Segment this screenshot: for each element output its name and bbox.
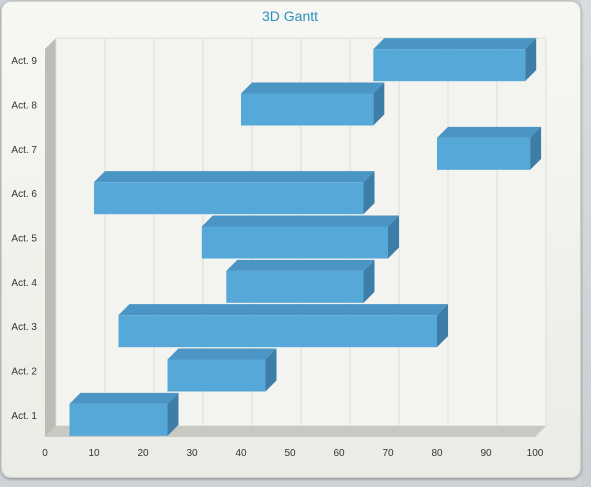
x-tick-label: 40	[235, 448, 247, 459]
category-label: Act. 8	[11, 101, 37, 112]
gantt-bar	[69, 392, 179, 436]
gantt-bar	[201, 215, 399, 259]
gantt-bar	[373, 38, 537, 82]
gantt-bar-top	[373, 38, 537, 50]
gantt-bar-side	[363, 259, 375, 303]
x-tick-label: 10	[88, 448, 100, 459]
gantt-bar	[118, 304, 448, 348]
gantt-bar-front	[226, 270, 364, 303]
category-label: Act. 6	[11, 189, 37, 200]
x-tick-label: 70	[382, 448, 394, 459]
bars	[69, 38, 542, 436]
x-tick-label: 100	[527, 448, 544, 459]
category-label: Act. 7	[11, 145, 37, 156]
gantt-bar-side	[373, 82, 385, 126]
gantt-bar-top	[226, 259, 375, 271]
category-label: Act. 4	[11, 278, 37, 289]
gantt-bar-top	[94, 171, 375, 183]
gantt-bar-side	[525, 38, 537, 82]
category-label: Act. 3	[11, 322, 37, 333]
gantt-bar-side	[388, 215, 399, 259]
gantt-bar	[437, 126, 542, 170]
gantt-bar-front	[118, 315, 437, 348]
gantt-bar-front	[69, 403, 168, 436]
tick-labels: 0 10 20 30 40 50 60 70 80 90 100	[42, 448, 544, 459]
gantt-bar-front	[437, 137, 531, 170]
x-tick-label: 0	[42, 448, 48, 459]
x-tick-label: 60	[333, 448, 345, 459]
category-labels: Act. 1 Act. 2 Act. 3 Act. 4 Act. 5 Act. 6 Act.…	[11, 56, 37, 422]
x-tick-label: 80	[431, 448, 443, 459]
x-tick-label: 20	[137, 448, 149, 459]
category-label: Act. 9	[11, 56, 37, 67]
gantt-bar	[226, 259, 375, 303]
gantt-bar-top	[69, 392, 179, 404]
gantt-bar-front	[241, 93, 374, 126]
category-label: Act. 1	[11, 411, 37, 422]
x-tick-label: 90	[480, 448, 492, 459]
gantt-bar-front	[94, 182, 364, 215]
chart-title: 3D Gantt	[262, 8, 318, 24]
plot-left-wall	[45, 38, 56, 437]
gantt-bar	[167, 348, 277, 392]
x-tick-label: 50	[284, 448, 296, 459]
gantt-bar-side	[530, 126, 542, 170]
x-tick-label: 30	[186, 448, 198, 459]
gantt-bar-front	[373, 49, 526, 82]
gantt-bar-top	[167, 348, 277, 360]
gantt-bar-side	[265, 348, 277, 392]
gantt-bar-front	[167, 359, 266, 392]
gantt-bar-side	[437, 304, 448, 348]
gantt-bar-top	[201, 215, 399, 227]
category-label: Act. 5	[11, 234, 37, 245]
gantt-bar	[94, 171, 375, 215]
gantt-bar-side	[167, 392, 179, 436]
category-label: Act. 2	[11, 367, 37, 378]
gantt-bar	[241, 82, 385, 126]
gantt-bar-front	[201, 226, 388, 259]
gantt-bar-top	[437, 126, 542, 138]
background-strip	[581, 0, 591, 487]
gantt-bar-side	[363, 171, 375, 215]
gantt-bar-top	[241, 82, 385, 94]
gantt-bar-top	[118, 304, 448, 316]
